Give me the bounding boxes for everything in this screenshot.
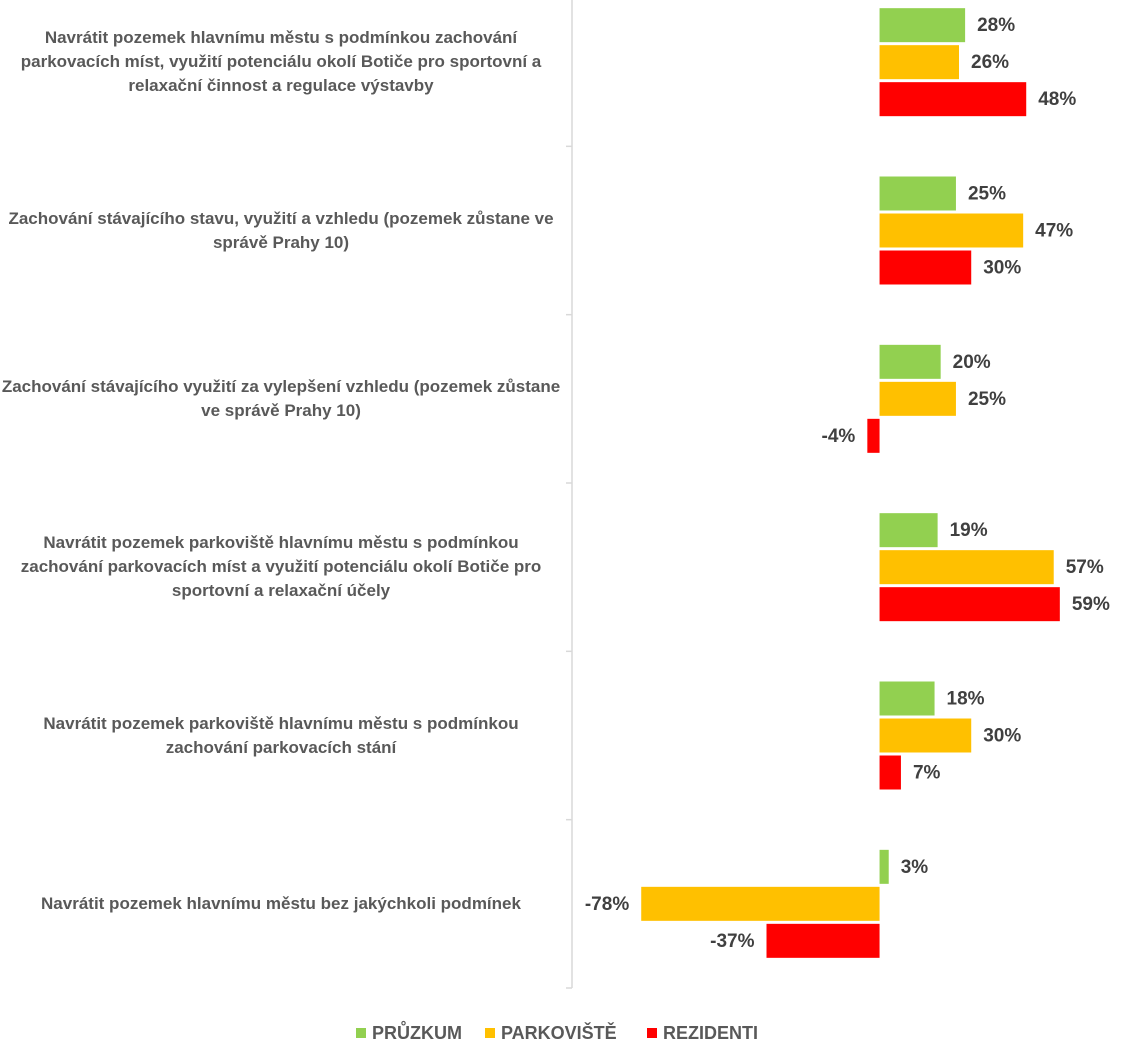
bar: [879, 718, 972, 753]
value-label: 18%: [947, 689, 985, 710]
value-label: 7%: [913, 763, 941, 784]
value-label: 30%: [983, 258, 1021, 279]
value-label: 3%: [901, 857, 929, 878]
bar: [879, 381, 956, 416]
category-label: Navrátit pozemek hlavnímu městu bez jaký…: [41, 893, 521, 913]
bar: [867, 418, 880, 453]
value-label: 57%: [1066, 557, 1104, 578]
value-label: -37%: [710, 931, 754, 952]
category-label: Zachování stávajícího stavu, využití a v…: [8, 208, 554, 252]
category-label: Navrátit pozemek hlavnímu městu s podmín…: [20, 28, 542, 96]
bar: [879, 587, 1060, 622]
bar: [879, 849, 889, 884]
value-label: 20%: [953, 352, 991, 373]
bar: [879, 8, 966, 43]
value-label: -4%: [822, 426, 856, 447]
value-label: 30%: [983, 726, 1021, 747]
category-label: Navrátit pozemek parkoviště hlavnímu měs…: [20, 533, 542, 601]
legend-swatch: [356, 1028, 366, 1038]
value-label: 28%: [977, 15, 1015, 36]
legend-label: PARKOVIŠTĚ: [501, 1022, 617, 1043]
value-label: -78%: [585, 894, 629, 915]
value-label: 59%: [1072, 594, 1110, 615]
legend-label: REZIDENTI: [663, 1023, 758, 1043]
bar: [766, 923, 880, 958]
value-label: 26%: [971, 52, 1009, 73]
bar: [879, 213, 1024, 248]
bar: [879, 344, 941, 379]
bar: [879, 250, 972, 285]
category-label: Navrátit pozemek parkoviště hlavnímu měs…: [43, 713, 519, 757]
value-label: 25%: [968, 389, 1006, 410]
value-label: 25%: [968, 184, 1006, 205]
legend-label: PRŮZKUM: [372, 1021, 462, 1043]
legend-swatch: [647, 1028, 657, 1038]
bar: [879, 681, 935, 716]
bar: [879, 550, 1054, 585]
category-label: Zachování stávajícího využití za vylepše…: [1, 376, 561, 420]
bar: [879, 513, 938, 548]
bar: [879, 176, 956, 211]
legend-swatch: [485, 1028, 495, 1038]
value-label: 48%: [1038, 89, 1076, 110]
value-label: 47%: [1035, 221, 1073, 242]
value-label: 19%: [950, 520, 988, 541]
bar: [879, 82, 1027, 117]
bar: [879, 45, 959, 80]
bar: [641, 886, 880, 921]
bar: [879, 755, 901, 790]
